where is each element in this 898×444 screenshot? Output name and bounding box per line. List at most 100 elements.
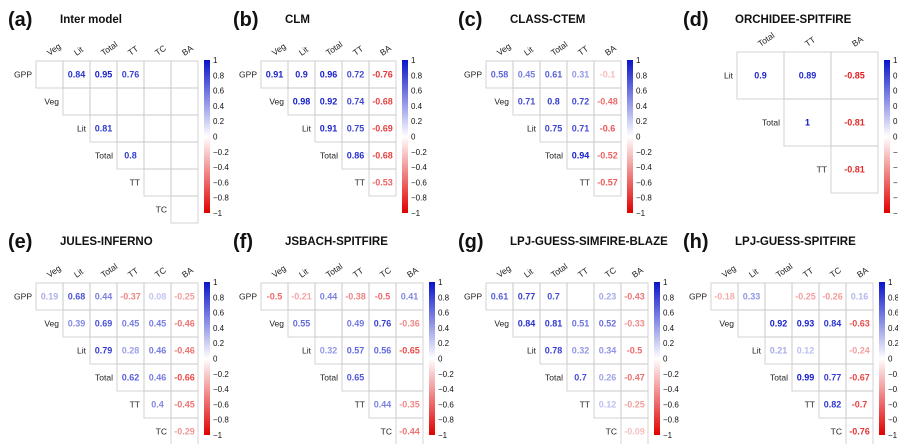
- correlation-value: 0.46: [149, 346, 167, 356]
- correlation-value: -0.25: [624, 400, 645, 410]
- panel-title: JSBACH-SPITFIRE: [285, 236, 388, 248]
- row-label: Total: [545, 151, 563, 161]
- column-label: Total: [324, 39, 345, 58]
- colorbar-tick-label: 0.6: [888, 309, 898, 318]
- grid-cell: [368, 363, 397, 392]
- row-label: TT: [130, 178, 140, 188]
- correlation-value: 0.91: [266, 70, 284, 80]
- column-label: Veg: [270, 41, 288, 58]
- colorbar-tick-label: −0.2: [893, 148, 898, 157]
- grid-cell: [737, 309, 766, 338]
- colorbar-tick-label: 0.6: [438, 309, 450, 318]
- colorbar-tick-label: 0: [636, 133, 641, 142]
- colorbar-tick-label: 0.2: [636, 117, 648, 126]
- colorbar-tick-label: −0.2: [636, 148, 652, 157]
- colorbar-tick-label: 0.4: [888, 324, 898, 333]
- correlation-value: -0.18: [714, 292, 735, 302]
- row-label: GPP: [464, 70, 482, 80]
- correlation-value: -0.46: [174, 346, 195, 356]
- colorbar-tick-label: 0.8: [438, 293, 450, 302]
- grid-cell: [116, 87, 145, 116]
- colorbar-tick-label: 0.2: [411, 117, 423, 126]
- grid-cell: [818, 336, 847, 365]
- grid-cell: [143, 114, 172, 143]
- column-label: TT: [351, 43, 365, 57]
- correlation-value: 0.45: [149, 319, 167, 329]
- correlation-value: 0.7: [547, 292, 560, 302]
- colorbar-tick-label: −0.4: [663, 385, 679, 394]
- grid-cell: [143, 141, 172, 170]
- colorbar-tick-label: −0.2: [411, 148, 427, 157]
- column-label: TT: [126, 265, 140, 279]
- column-label: TT: [126, 43, 140, 57]
- column-label: Lit: [522, 266, 536, 280]
- row-label: Veg: [719, 319, 734, 329]
- panel-title: LPJ-GUESS-SIMFIRE-BLAZE: [510, 236, 668, 248]
- correlation-value: 0.72: [572, 97, 590, 107]
- panel-letter: (g): [458, 231, 484, 253]
- colorbar-tick-label: 1: [213, 56, 218, 65]
- colorbar-tick-label: −0.6: [888, 400, 898, 409]
- correlation-value: -0.29: [174, 427, 195, 437]
- correlation-value: -0.35: [399, 400, 420, 410]
- correlation-value: -0.5: [267, 292, 283, 302]
- correlation-value: 0.55: [293, 319, 311, 329]
- colorbar-tick-label: 0.4: [411, 102, 423, 111]
- row-label: Total: [320, 373, 338, 383]
- column-label: Veg: [45, 263, 63, 280]
- correlation-value: -0.57: [597, 178, 618, 188]
- column-label: Total: [549, 39, 570, 58]
- correlation-value: 0.8: [547, 97, 560, 107]
- correlation-value: -0.67: [849, 373, 870, 383]
- correlation-value: -0.37: [120, 292, 141, 302]
- correlation-value: 0.71: [518, 97, 536, 107]
- column-label: Total: [549, 261, 570, 280]
- panel-title: LPJ-GUESS-SPITFIRE: [735, 236, 856, 248]
- panel-letter: (e): [8, 231, 32, 253]
- correlation-value: -0.52: [597, 151, 618, 161]
- correlation-value: -0.46: [174, 319, 195, 329]
- grid-cell: [116, 114, 145, 143]
- grid-cell: [170, 114, 199, 143]
- correlation-value: -0.63: [849, 319, 870, 329]
- column-label: BA: [180, 43, 195, 58]
- correlation-value: 0.92: [320, 97, 338, 107]
- colorbar-tick-label: 1: [438, 278, 443, 287]
- colorbar-tick-label: −0.6: [438, 400, 454, 409]
- column-label: Total: [324, 261, 345, 280]
- correlation-value: -0.45: [174, 400, 195, 410]
- correlation-value: 0.28: [122, 346, 140, 356]
- row-label: Veg: [494, 319, 509, 329]
- column-label: TC: [603, 265, 618, 280]
- correlation-value: -0.53: [372, 178, 393, 188]
- correlation-value: -0.5: [627, 346, 643, 356]
- colorbar-tick-label: 0.8: [663, 293, 675, 302]
- correlation-value: 0.33: [743, 292, 761, 302]
- colorbar: [884, 60, 890, 213]
- row-label: GPP: [239, 292, 257, 302]
- colorbar-tick-label: 0.6: [213, 309, 225, 318]
- correlation-value: 0.57: [347, 346, 365, 356]
- colorbar-tick-label: −0.4: [213, 163, 229, 172]
- panel-letter: (h): [683, 231, 709, 253]
- colorbar-tick-label: −0.4: [636, 163, 652, 172]
- correlation-value: -0.5: [375, 292, 391, 302]
- grid-cell: [368, 168, 397, 197]
- colorbar-tick-label: 1: [411, 56, 416, 65]
- panel-letter: (d): [683, 9, 709, 31]
- row-label: Veg: [44, 319, 59, 329]
- correlation-value: 0.41: [401, 292, 419, 302]
- correlation-value: 0.72: [347, 70, 365, 80]
- colorbar-tick-label: −0.4: [438, 385, 454, 394]
- row-label: Lit: [77, 124, 87, 134]
- panel-title: CLASS-CTEM: [510, 14, 585, 26]
- column-label: Lit: [522, 44, 536, 58]
- correlation-value: 0.93: [797, 319, 815, 329]
- colorbar: [204, 282, 210, 435]
- column-label: Veg: [495, 263, 513, 280]
- colorbar-tick-label: −0.4: [888, 385, 898, 394]
- correlation-value: -0.26: [822, 292, 843, 302]
- colorbar-tick-label: −0.8: [636, 194, 652, 203]
- correlation-value: -0.76: [372, 70, 393, 80]
